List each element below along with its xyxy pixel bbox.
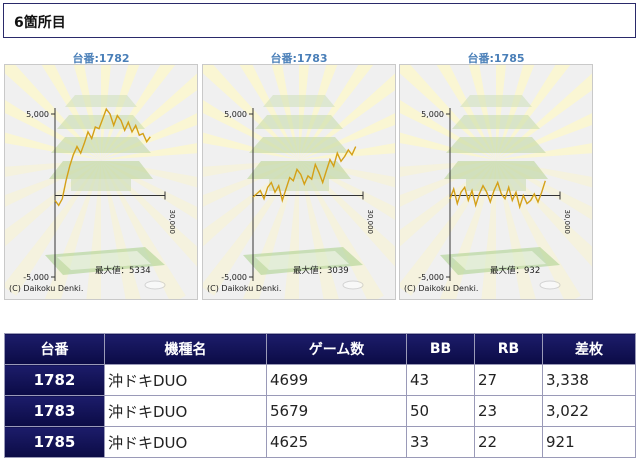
graph-title[interactable]: 台番:1785 (467, 52, 525, 65)
light-beam (101, 160, 186, 299)
light-beam (496, 65, 535, 160)
row-games: 4625 (266, 426, 407, 458)
graph-background (5, 65, 197, 299)
table-row: 1785 沖ドキDUO 4625 33 22 921 (4, 426, 636, 458)
x-tick-label-end: 30,000 (563, 210, 571, 235)
row-rb: 22 (474, 426, 543, 458)
light-beam (400, 65, 496, 160)
y-tick-label-top: 5,000 (26, 110, 49, 119)
row-rb: 27 (474, 364, 543, 396)
light-beam (496, 65, 506, 160)
row-diff: 921 (542, 426, 636, 458)
graph-title[interactable]: 台番:1782 (72, 52, 130, 65)
light-beam (203, 65, 299, 160)
row-games: 5679 (266, 395, 407, 427)
y-tick-label-bottom: -5,000 (221, 273, 247, 282)
light-beam (271, 65, 299, 160)
column-header-diff: 差枚 (542, 333, 636, 365)
graphs-area: 台番:1782 5,000 -5,000 30,000 最大値：5334 (C) Dai… (0, 46, 640, 308)
column-header-rb: RB (474, 333, 543, 365)
light-beam (436, 65, 496, 160)
column-header-bb: BB (406, 333, 475, 365)
graph-axes: 5,000 -5,000 30,000 (23, 108, 176, 282)
row-model: 沖ドキDUO (104, 426, 267, 458)
light-beam (203, 160, 299, 296)
light-beam (101, 65, 176, 160)
max-value-label: 最大値：3039 (293, 265, 349, 276)
copyright-text: (C) Daikoku Denki. (9, 284, 83, 293)
slump-graph-svg: 5,000 -5,000 30,000 最大値：932 (C) Daikoku Denk… (400, 65, 592, 299)
machine-data-table: 台番 機種名 ゲーム数 BB RB 差枚 1782 沖ドキDUO 4699 43… (4, 333, 636, 458)
y-tick-label-bottom: -5,000 (418, 273, 444, 282)
row-bb: 43 (406, 364, 475, 396)
row-machine-number[interactable]: 1785 (4, 426, 105, 458)
light-beam (5, 160, 101, 296)
slump-line (449, 180, 546, 210)
slump-graph: 5,000 -5,000 30,000 最大値：3039 (C) Daikoku Den… (202, 64, 396, 300)
y-tick-label-top: 5,000 (224, 110, 247, 119)
graph-background (203, 65, 395, 299)
slump-graph: 5,000 -5,000 30,000 最大値：932 (C) Daikoku Denk… (399, 64, 593, 300)
y-tick-label-top: 5,000 (421, 110, 444, 119)
slump-line (252, 146, 357, 203)
graph-block-1782: 台番:1782 5,000 -5,000 30,000 最大値：5334 (C) Dai… (4, 46, 198, 308)
light-beam (299, 160, 384, 299)
slump-line (54, 107, 151, 207)
column-header-games: ゲーム数 (266, 333, 407, 365)
light-beam (101, 65, 140, 160)
light-beam (101, 65, 111, 160)
copyright-text: (C) Daikoku Denki. (404, 284, 478, 293)
max-value-label: 最大値：5334 (95, 265, 151, 276)
graph-block-1785: 台番:1785 5,000 -5,000 30,000 最大値：932 (C) Daik… (399, 46, 593, 308)
graph-block-1783: 台番:1783 5,000 -5,000 30,000 最大値：3039 (C) Dai… (202, 46, 396, 308)
max-value-label: 最大値：932 (490, 265, 540, 276)
table-header-row: 台番 機種名 ゲーム数 BB RB 差枚 (4, 333, 636, 365)
x-tick-label-end: 30,000 (168, 210, 176, 235)
slump-graph: 5,000 -5,000 30,000 最大値：5334 (C) Daikoku Den… (4, 64, 198, 300)
row-bb: 50 (406, 395, 475, 427)
row-machine-number[interactable]: 1782 (4, 364, 105, 396)
light-beam (5, 65, 101, 160)
row-model: 沖ドキDUO (104, 395, 267, 427)
section-header: 6箇所目 (3, 3, 636, 38)
slump-graph-svg: 5,000 -5,000 30,000 最大値：5334 (C) Daikoku Den… (5, 65, 197, 299)
light-beam (73, 65, 101, 160)
slump-graph-svg: 5,000 -5,000 30,000 最大値：3039 (C) Daikoku Den… (203, 65, 395, 299)
copyright-text: (C) Daikoku Denki. (207, 284, 281, 293)
graph-background (400, 65, 592, 299)
light-beam (239, 65, 299, 160)
section-title: 6箇所目 (14, 15, 66, 31)
row-bb: 33 (406, 426, 475, 458)
graph-title[interactable]: 台番:1783 (270, 52, 328, 65)
graph-axes: 5,000 -5,000 30,000 (221, 108, 374, 282)
row-rb: 23 (474, 395, 543, 427)
graph-axes: 5,000 -5,000 30,000 (418, 108, 571, 282)
row-diff: 3,022 (542, 395, 636, 427)
row-diff: 3,338 (542, 364, 636, 396)
y-tick-label-bottom: -5,000 (23, 273, 49, 282)
x-tick-label-end: 30,000 (366, 210, 374, 235)
table-row: 1782 沖ドキDUO 4699 43 27 3,338 (4, 364, 636, 396)
column-header-id: 台番 (4, 333, 105, 365)
row-model: 沖ドキDUO (104, 364, 267, 396)
light-beam (468, 65, 496, 160)
castle-illustration (243, 95, 364, 290)
row-machine-number[interactable]: 1783 (4, 395, 105, 427)
row-games: 4699 (266, 364, 407, 396)
light-beam (400, 160, 496, 296)
light-beam (299, 65, 309, 160)
table-row: 1783 沖ドキDUO 5679 50 23 3,022 (4, 395, 636, 427)
column-header-model: 機種名 (104, 333, 267, 365)
